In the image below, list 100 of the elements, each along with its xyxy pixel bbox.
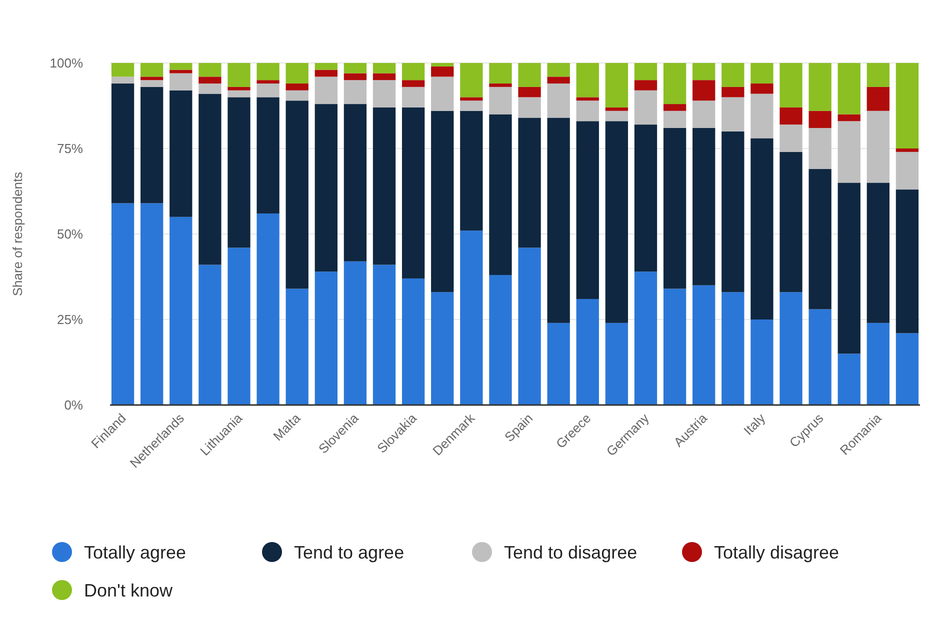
bar bbox=[722, 86, 744, 98]
bar bbox=[780, 152, 802, 292]
bar bbox=[692, 285, 716, 405]
bar bbox=[286, 84, 308, 90]
bar bbox=[344, 261, 367, 405]
bar bbox=[838, 114, 860, 122]
bar bbox=[256, 80, 280, 84]
bar bbox=[344, 104, 367, 262]
bar bbox=[518, 63, 541, 87]
bar bbox=[198, 63, 222, 77]
bar bbox=[692, 63, 716, 80]
bar bbox=[228, 248, 250, 405]
bar bbox=[750, 94, 774, 138]
bar bbox=[314, 272, 338, 405]
bar bbox=[866, 110, 890, 183]
bar bbox=[431, 63, 454, 66]
bar bbox=[750, 320, 774, 405]
y-tick-label: 50% bbox=[56, 226, 84, 242]
bar bbox=[518, 248, 541, 405]
bar bbox=[372, 80, 396, 108]
bar bbox=[198, 84, 222, 94]
bar bbox=[314, 104, 338, 272]
bar bbox=[896, 63, 919, 148]
bar bbox=[634, 80, 658, 90]
bar bbox=[344, 63, 367, 74]
bar bbox=[896, 190, 919, 334]
bar bbox=[228, 86, 250, 90]
bar bbox=[460, 110, 483, 231]
bar bbox=[489, 63, 512, 84]
bar bbox=[228, 97, 250, 248]
bar bbox=[518, 97, 541, 118]
bar bbox=[605, 107, 628, 111]
bar bbox=[692, 100, 716, 128]
bar bbox=[576, 298, 599, 405]
bar bbox=[750, 138, 774, 320]
bar bbox=[198, 264, 222, 405]
bar bbox=[605, 121, 628, 323]
bar bbox=[170, 216, 192, 405]
bar bbox=[576, 121, 599, 299]
bar bbox=[256, 84, 280, 98]
bar bbox=[460, 97, 483, 101]
bar bbox=[605, 322, 628, 405]
bar bbox=[866, 86, 890, 111]
bar bbox=[576, 97, 599, 101]
bar bbox=[140, 63, 164, 77]
bar bbox=[634, 90, 658, 125]
bar bbox=[170, 63, 192, 70]
legend-label: Totally disagree bbox=[714, 542, 840, 562]
bar bbox=[140, 86, 164, 204]
bar bbox=[605, 63, 628, 108]
bar bbox=[663, 110, 686, 128]
bar bbox=[489, 84, 512, 87]
bar bbox=[722, 63, 744, 87]
bar bbox=[402, 278, 425, 405]
bar bbox=[228, 63, 250, 87]
bar bbox=[286, 90, 308, 101]
bar bbox=[547, 76, 570, 84]
bar bbox=[111, 84, 134, 204]
bar bbox=[634, 124, 658, 272]
bar bbox=[808, 128, 832, 170]
y-tick-label: 75% bbox=[56, 141, 84, 156]
y-tick-label: 0% bbox=[64, 398, 84, 413]
bar bbox=[722, 292, 744, 405]
bar bbox=[750, 63, 774, 84]
bar bbox=[431, 292, 454, 405]
bar bbox=[692, 80, 716, 101]
bar bbox=[140, 76, 164, 80]
bar bbox=[111, 76, 134, 84]
bar bbox=[372, 63, 396, 74]
bar bbox=[198, 76, 222, 84]
bar bbox=[140, 80, 164, 87]
bar bbox=[170, 90, 192, 217]
bar bbox=[808, 110, 832, 128]
bar bbox=[808, 309, 832, 405]
bar bbox=[663, 288, 686, 405]
bar bbox=[402, 86, 425, 108]
bar bbox=[838, 63, 860, 114]
bar bbox=[866, 63, 890, 87]
bar bbox=[896, 152, 919, 190]
bar bbox=[314, 63, 338, 70]
bar bbox=[460, 230, 483, 405]
bar bbox=[170, 70, 192, 74]
bar bbox=[372, 73, 396, 80]
bar bbox=[170, 73, 192, 90]
bar bbox=[663, 63, 686, 104]
bar bbox=[634, 63, 658, 80]
bar bbox=[286, 63, 308, 84]
bar bbox=[547, 63, 570, 77]
bar bbox=[518, 86, 541, 98]
bar bbox=[750, 84, 774, 94]
bar bbox=[198, 94, 222, 265]
bar bbox=[896, 148, 919, 152]
bar bbox=[431, 66, 454, 77]
bar bbox=[576, 100, 599, 122]
bar bbox=[111, 203, 134, 405]
bar bbox=[634, 272, 658, 405]
y-tick-label: 25% bbox=[56, 312, 84, 328]
bar bbox=[838, 182, 860, 354]
bar bbox=[140, 203, 164, 405]
bar bbox=[838, 121, 860, 183]
